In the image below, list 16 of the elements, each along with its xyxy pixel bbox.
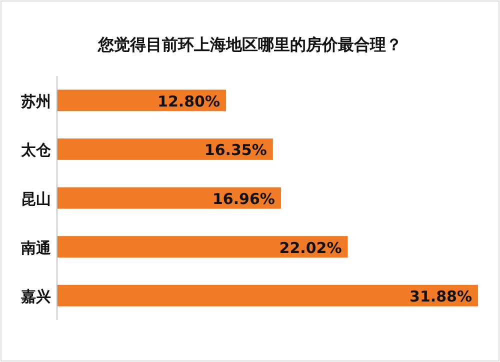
y-tick-label: 昆山 — [21, 190, 51, 208]
y-tick-label: 南通 — [20, 238, 52, 257]
y-tick-label: 太仓 — [20, 141, 52, 160]
data-label: 16.35% — [204, 141, 267, 160]
data-label: 16.96% — [212, 190, 275, 208]
y-tick-label: 苏州 — [20, 92, 51, 110]
data-label: 12.80% — [158, 92, 220, 110]
bar — [57, 138, 273, 160]
chart-title: 您觉得目前环上海地区哪里的房价最合理？ — [97, 35, 402, 54]
data-label: 31.88% — [410, 288, 472, 306]
y-tick-label: 嘉兴 — [21, 288, 51, 306]
bar — [57, 187, 281, 209]
data-label: 22.02% — [279, 238, 342, 257]
bar — [57, 236, 348, 258]
bar — [57, 284, 478, 306]
bar — [57, 90, 226, 112]
